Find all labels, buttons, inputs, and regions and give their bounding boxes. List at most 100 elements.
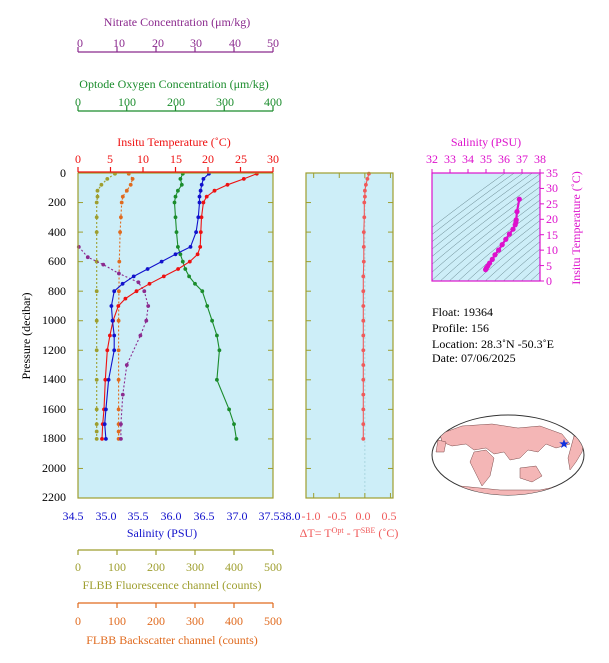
pressure-axis-title: Pressure (decibar) [19,293,33,380]
insitu-temperature-point [204,194,209,199]
optode-oxygen-concentration-point [173,215,178,220]
salinity-tick-labels: 34.5 35.0 35.5 36.0 36.5 37.0 37.5 38.0 [63,509,301,523]
pressure-tick: 0 [60,166,66,180]
backscatter-tick: 100 [108,614,126,628]
salinity-point [102,422,107,426]
salinity-point [197,200,202,205]
salinity-point [131,274,136,279]
backscatter-tick-labels: 0 100 200 300 400 500 [75,614,282,628]
salinity-axis-title: Salinity (PSU) [127,526,197,540]
density-contour [432,173,533,250]
flbb-fluorescence-channel-point [94,289,99,294]
oxygen-tick: 400 [264,95,282,109]
pressure-tick: 200 [48,195,66,209]
ts-plot-area [432,173,540,281]
fluorescence-tick: 500 [264,560,282,574]
insitu-temperature-point [176,267,181,271]
temperature-axis: Insitu Temperature (˚C) 0 5 10 15 20 25 … [75,135,279,166]
delta-tick: -0.5 [328,509,347,523]
backscatter-axis-line [77,602,274,608]
flbb-backscatter-channel-point [124,188,129,193]
fluorescence-axis-line [77,549,274,555]
backscatter-tick: 300 [186,614,204,628]
ts-temperature-ticks: 0 5 10 15 20 25 30 35 [546,166,558,288]
profile-number: Profile: 156 [432,321,489,335]
profile-plot-frame [77,172,274,499]
delta-point [362,215,367,220]
salinity-point [112,333,117,338]
salinity-point [112,289,117,294]
flbb-fluorescence-channel-point [94,215,99,220]
density-contour [485,234,540,281]
ts-temperature-tick: 35 [546,166,558,180]
optode-oxygen-concentration-point [183,267,188,271]
temperature-tick: 20 [202,152,214,166]
optode-oxygen-concentration-series [172,171,239,441]
delta-point [364,182,368,187]
ts-temperature-tick: 5 [546,259,552,273]
nitrate-concentration-point [117,271,121,276]
delta-plot-frame [305,172,394,499]
nitrate-concentration-point [136,280,141,285]
delta-point [361,230,366,235]
date: Date: 07/06/2025 [432,351,516,365]
delta-title-part: - T [344,526,362,540]
density-contour [432,186,540,273]
nitrate-tick-labels: 0 10 20 30 40 50 [77,36,279,50]
flbb-fluorescence-channel-point [94,200,99,205]
flbb-backscatter-channel-point [116,407,121,412]
nitrate-tick: 0 [77,36,83,50]
salinity-point [198,188,203,193]
delta-series [306,171,393,499]
ts-salinity-tick: 35 [480,152,492,166]
optode-oxygen-concentration-point [180,259,185,264]
delta-title-superscript: Opt [332,526,345,535]
delta-point [361,437,366,441]
density-contour [432,173,524,243]
insitu-temperature-point [201,200,206,205]
salinity-axis: 34.5 35.0 35.5 36.0 36.5 37.0 37.5 38.0 … [63,509,301,540]
delta-tick: 0.5 [382,509,397,523]
delta-line [362,173,370,439]
insitu-temperature-point [225,182,230,187]
pressure-tick: 400 [48,225,66,239]
temperature-tick-labels: 0 5 10 15 20 25 30 [75,152,279,166]
ts-temperature-tick: 10 [546,243,558,257]
ts-salinity-tick: 36 [498,152,510,166]
ts-salinity-tick: 37 [516,152,528,166]
ts-plot-frame [431,172,541,282]
density-contour [494,241,540,281]
density-contour [476,227,540,281]
nitrate-tick: 10 [113,36,125,50]
delta-point [363,188,367,193]
insitu-temperature-point [212,188,217,193]
nitrate-concentration-point [119,437,123,441]
pressure-axis: 0 200 400 600 800 1000 1200 1400 1600 18… [19,166,66,504]
density-contour [467,220,540,281]
nitrate-axis: Nitrate Concentration (μm/kg) 0 10 20 30… [77,15,279,50]
insitu-temperature-point [199,215,204,220]
temperature-tick: 5 [107,152,113,166]
optode-oxygen-concentration-point [176,245,180,249]
pressure-tick: 600 [48,254,66,268]
insitu-temperature-point [198,230,203,235]
ts-temperature-tick: 0 [546,274,552,288]
backscatter-axis-title: FLBB Backscatter channel (counts) [86,633,258,647]
insitu-temperature-point [116,304,121,308]
insitu-temperature-point [103,377,108,382]
density-contour [521,263,540,281]
flbb-fluorescence-channel-point [94,407,99,412]
ts-temperature-tick: 25 [546,197,558,211]
oxygen-tick: 300 [216,95,234,109]
map-land [435,423,584,495]
pressure-tick: 800 [48,284,66,298]
nitrate-concentration-point [146,304,151,308]
salinity-point [196,215,201,220]
flbb-backscatter-channel-point [116,348,121,353]
salinity-point [120,281,125,286]
density-contour-set [432,173,540,281]
flbb-backscatter-channel-point [116,377,121,382]
insitu-temperature-point [161,274,166,279]
salinity-point [159,259,164,264]
flbb-fluorescence-channel-point [99,182,104,187]
